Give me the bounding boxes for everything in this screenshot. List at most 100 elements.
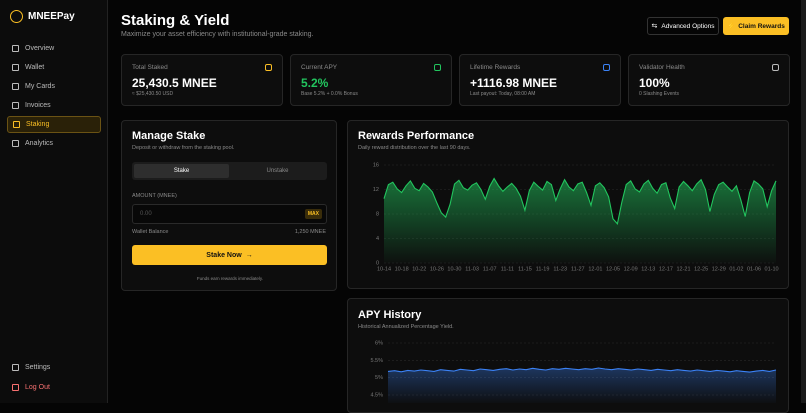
chart-title: APY History bbox=[358, 309, 422, 321]
x-tick-label: 11-11 bbox=[501, 266, 514, 272]
area-fill bbox=[384, 178, 776, 263]
nav-settings[interactable]: Settings bbox=[7, 359, 101, 376]
panel-subtitle: Deposit or withdraw from the staking poo… bbox=[132, 145, 235, 151]
nav-item[interactable]: Analytics bbox=[7, 135, 101, 152]
rewards-chart: 0 4 8 12 16 10-14 10-18 10-22 10-26 10-30 11-03 11-… bbox=[373, 162, 779, 272]
stat-icon bbox=[434, 64, 441, 71]
scrollbar bbox=[801, 0, 806, 403]
x-tick-label: 11-27 bbox=[571, 266, 585, 272]
nav-icon bbox=[12, 102, 19, 109]
stat-icon bbox=[265, 64, 272, 71]
balance-label: Wallet Balance bbox=[132, 229, 169, 235]
chart-title: Rewards Performance bbox=[358, 130, 475, 142]
y-tick-label: 8 bbox=[376, 211, 379, 217]
nav-label: Staking bbox=[26, 121, 50, 128]
stat-note: 0 Slashing Events bbox=[639, 91, 680, 97]
apy-chart: 6% 5.5% 5% 4.5% bbox=[370, 340, 777, 403]
tab-unstake[interactable]: Unstake bbox=[266, 168, 289, 174]
x-tick-label: 10-30 bbox=[447, 266, 461, 272]
chart-subtitle: Daily reward distribution over the last … bbox=[358, 145, 471, 151]
x-tick-label: 10-22 bbox=[412, 266, 426, 272]
chart-subtitle: Historical Annualized Percentage Yield. bbox=[358, 324, 454, 330]
stat-card: Total Staked 25,430.5 MNEE ≈ $25,430.50 US… bbox=[121, 54, 283, 106]
panel-title: Manage Stake bbox=[132, 130, 206, 142]
stat-value: 100% bbox=[639, 76, 670, 90]
x-tick-label: 12-17 bbox=[659, 266, 673, 272]
x-tick-label: 12-25 bbox=[694, 266, 708, 272]
x-tick-label: 11-15 bbox=[518, 266, 532, 272]
brand-name: MNEEPay bbox=[28, 11, 75, 22]
stat-value: 5.2% bbox=[301, 76, 329, 90]
stat-label: Current APY bbox=[301, 64, 338, 71]
x-tick-label: 11-03 bbox=[465, 266, 479, 272]
x-tick-label: 01-06 bbox=[747, 266, 761, 272]
brand: MNEEPay bbox=[10, 10, 75, 23]
nav-label: My Cards bbox=[25, 83, 55, 90]
nav-item[interactable]: Staking bbox=[7, 116, 101, 133]
nav-label: Analytics bbox=[25, 140, 54, 147]
y-tick-label: 4.5% bbox=[370, 392, 383, 398]
label: Advanced Options bbox=[661, 22, 715, 30]
manage-stake-panel: Manage Stake Deposit or withdraw from th… bbox=[121, 120, 337, 291]
placeholder: 0.00 bbox=[140, 211, 152, 217]
advanced-options-button[interactable]: ⇆ Advanced Options bbox=[647, 17, 719, 35]
x-tick-label: 10-18 bbox=[395, 266, 409, 272]
x-tick-label: 01-10 bbox=[765, 266, 779, 272]
label: Stake Now bbox=[206, 251, 242, 259]
x-tick-label: 12-09 bbox=[624, 266, 638, 272]
stat-note: Last payout: Today, 08:00 AM bbox=[470, 91, 536, 97]
amount-label: AMOUNT (MNEE) bbox=[132, 193, 177, 199]
stat-value: +1116.98 MNEE bbox=[470, 76, 558, 90]
balance-value: 1,250 MNEE bbox=[294, 229, 326, 235]
nav-icon bbox=[12, 45, 19, 52]
x-tick-label: 12-05 bbox=[606, 266, 620, 272]
nav-item[interactable]: Wallet bbox=[7, 59, 101, 76]
stat-note: ≈ $25,430.50 USD bbox=[132, 91, 174, 97]
stat-card: Validator Health 100% 0 Slashing Events bbox=[628, 54, 790, 106]
stat-value: 25,430.5 MNEE bbox=[132, 76, 217, 90]
stake-now-button[interactable]: Stake Now → bbox=[132, 245, 327, 265]
nav-label: Invoices bbox=[25, 102, 51, 109]
stat-label: Total Staked bbox=[132, 64, 168, 71]
x-tick-label: 12-21 bbox=[676, 266, 690, 272]
nav-label: Overview bbox=[25, 45, 55, 52]
nav-item[interactable]: Invoices bbox=[7, 97, 101, 114]
x-tick-label: 12-01 bbox=[588, 266, 602, 272]
label: Log Out bbox=[25, 384, 50, 391]
sidebar: MNEEPay Overview Wallet My Cards Invoices St… bbox=[0, 0, 108, 403]
x-tick-label: 11-23 bbox=[553, 266, 567, 272]
tab-stake[interactable]: Stake bbox=[134, 164, 229, 178]
stat-label: Lifetime Rewards bbox=[470, 64, 521, 71]
x-tick-label: 01-02 bbox=[729, 266, 743, 272]
y-tick-label: 5.5% bbox=[370, 358, 383, 364]
stat-icon bbox=[772, 64, 779, 71]
note: Funds earn rewards immediately. bbox=[196, 276, 264, 281]
page-subtitle: Maximize your asset efficiency with inst… bbox=[121, 31, 314, 38]
nav-item[interactable]: My Cards bbox=[7, 78, 101, 95]
nav-icon bbox=[12, 83, 19, 90]
y-tick-label: 0 bbox=[376, 260, 379, 266]
x-tick-label: 12-29 bbox=[712, 266, 726, 272]
x-tick-label: 12-13 bbox=[641, 266, 655, 272]
nav-icon bbox=[13, 121, 20, 128]
nav-item[interactable]: Overview bbox=[7, 40, 101, 57]
y-tick-label: 12 bbox=[373, 187, 379, 193]
y-tick-label: 6% bbox=[375, 340, 383, 346]
label: Claim Rewards bbox=[738, 22, 785, 30]
stat-label: Validator Health bbox=[639, 64, 685, 71]
data-line bbox=[383, 177, 777, 225]
x-tick-label: 10-14 bbox=[377, 266, 391, 272]
label: Settings bbox=[25, 364, 51, 371]
y-tick-label: 5% bbox=[375, 375, 383, 381]
max-button[interactable]: MAX bbox=[304, 209, 322, 219]
tab-switch: Stake Unstake bbox=[132, 162, 327, 180]
stat-note: Base 5.2% + 0.0% Bonus bbox=[301, 91, 358, 97]
amount-input[interactable]: 0.00 MAX bbox=[132, 204, 327, 224]
claim-rewards-button[interactable]: ⚡ Claim Rewards bbox=[723, 17, 789, 35]
x-tick-label: 11-19 bbox=[536, 266, 550, 272]
nav-logout[interactable]: Log Out bbox=[7, 379, 101, 396]
nav-label: Wallet bbox=[25, 64, 45, 71]
stat-card: Lifetime Rewards +1116.98 MNEE Last payout… bbox=[459, 54, 621, 106]
line-fill bbox=[388, 368, 776, 403]
